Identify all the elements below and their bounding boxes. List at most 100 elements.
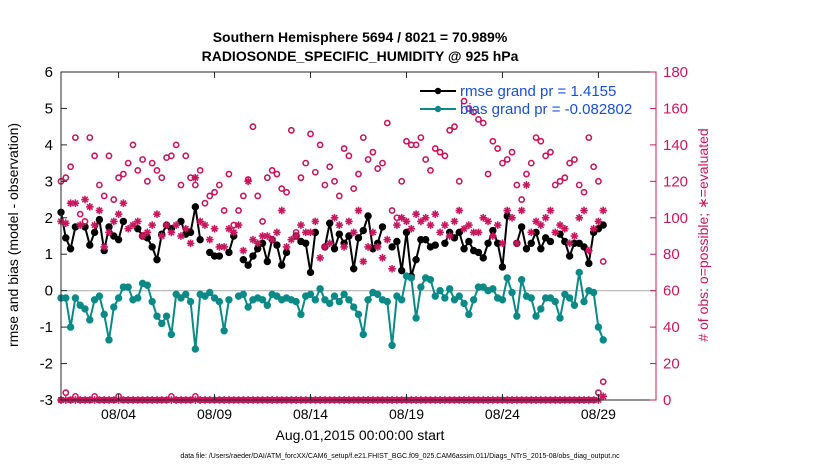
y-tick-label: 1 (45, 246, 53, 263)
obs-evaluated-point (580, 206, 588, 215)
x-tick-label: 08/04 (101, 406, 136, 422)
x-tick-label: 08/29 (581, 406, 616, 422)
obs-evaluated-point (114, 210, 123, 218)
obs-evaluated-point (599, 206, 608, 215)
obs-evaluated-point (561, 224, 569, 233)
bias-point (479, 283, 487, 291)
obs-possible-point (518, 196, 526, 203)
legend-label: rmse grand pr = 1.4155 (460, 83, 616, 100)
obs-possible-point (283, 188, 290, 196)
y-right-tick-label: 100 (663, 210, 688, 227)
obs-possible-point (119, 170, 127, 178)
y-tick-label: -2 (40, 356, 53, 373)
obs-possible-point (359, 134, 367, 141)
bias-point (565, 294, 574, 302)
obs-possible-point (67, 163, 74, 171)
rmse-point (306, 268, 315, 277)
bias-point (172, 290, 180, 299)
obs-evaluated-point (244, 177, 252, 186)
obs-possible-point (355, 170, 362, 178)
bias-point (321, 296, 329, 304)
obs-possible-point (364, 156, 372, 163)
bias-point (513, 312, 521, 320)
obs-evaluated-point (181, 224, 190, 233)
y-tick-label: 4 (45, 137, 53, 154)
bias-point (393, 292, 401, 300)
rmse-point (244, 261, 252, 269)
obs-evaluated-point (249, 235, 257, 244)
obs-evaluated-point (369, 228, 377, 237)
y-right-tick-label: 40 (663, 319, 680, 336)
obs-possible-point (446, 126, 454, 134)
obs-evaluated-point (537, 221, 545, 229)
bias-point (316, 285, 324, 293)
obs-possible-point (369, 148, 377, 156)
obs-possible-point (268, 166, 276, 174)
rmse-point (378, 223, 387, 231)
obs-possible-point (71, 134, 79, 141)
bias-point (599, 336, 607, 344)
obs-evaluated-point (349, 228, 358, 237)
obs-evaluated-point (105, 228, 113, 237)
bias-point (167, 330, 176, 339)
y-right-tick-label: 0 (663, 392, 671, 409)
obs-possible-point (547, 148, 554, 156)
obs-evaluated-point (215, 243, 224, 251)
rmse-point (402, 228, 411, 237)
bias-point (580, 297, 588, 306)
rmse-point (522, 245, 531, 253)
bias-point (66, 323, 75, 331)
obs-possible-point (91, 152, 98, 160)
obs-evaluated-point (493, 221, 502, 229)
obs-possible-point (527, 159, 535, 167)
obs-possible-point (580, 188, 588, 196)
obs-possible-point (335, 192, 343, 200)
rmse-point (110, 232, 118, 240)
bias-point (186, 297, 195, 306)
obs-evaluated-point (421, 213, 430, 222)
rmse-point (575, 239, 583, 247)
obs-evaluated-point (138, 232, 147, 240)
obs-evaluated-point (393, 221, 401, 229)
rmse-point (460, 245, 468, 253)
obs-possible-point (417, 134, 425, 141)
obs-evaluated-point (340, 243, 348, 251)
rmse-point (484, 239, 492, 247)
obs-evaluated-point (474, 228, 483, 237)
obs-evaluated-point (90, 221, 99, 229)
bias-point (489, 285, 497, 293)
obs-evaluated-point (345, 217, 353, 226)
obs-possible-point (470, 108, 478, 116)
bias-point (383, 297, 391, 306)
obs-evaluated-point (253, 239, 262, 248)
bias-point (436, 286, 444, 295)
obs-possible-point (484, 170, 492, 178)
bias-point (455, 292, 463, 300)
obs-evaluated-point (71, 199, 80, 207)
obs-possible-point (595, 177, 602, 185)
obs-evaluated-point (383, 235, 392, 244)
bias-point (258, 296, 267, 304)
rmse-point (585, 259, 593, 268)
obs-possible-point (350, 185, 358, 193)
obs-possible-point (158, 174, 166, 182)
rmse-point (90, 228, 99, 237)
obs-evaluated-point (585, 246, 593, 255)
rmse-point (177, 217, 185, 226)
rmse-point (134, 225, 142, 233)
obs-possible-point (575, 181, 583, 189)
obs-evaluated-point (225, 224, 233, 233)
y-right-tick-label: 60 (663, 283, 680, 300)
bias-point (532, 312, 540, 320)
obs-possible-point (388, 207, 396, 214)
rmse-point (350, 265, 358, 273)
obs-evaluated-point (162, 221, 171, 229)
rmse-point (393, 237, 401, 246)
obs-possible-point (249, 123, 257, 131)
obs-evaluated-point (570, 232, 579, 240)
y-tick-label: 0 (45, 283, 53, 300)
obs-evaluated-point (532, 217, 540, 226)
bias-point (81, 305, 89, 313)
obs-possible-point (590, 163, 598, 171)
